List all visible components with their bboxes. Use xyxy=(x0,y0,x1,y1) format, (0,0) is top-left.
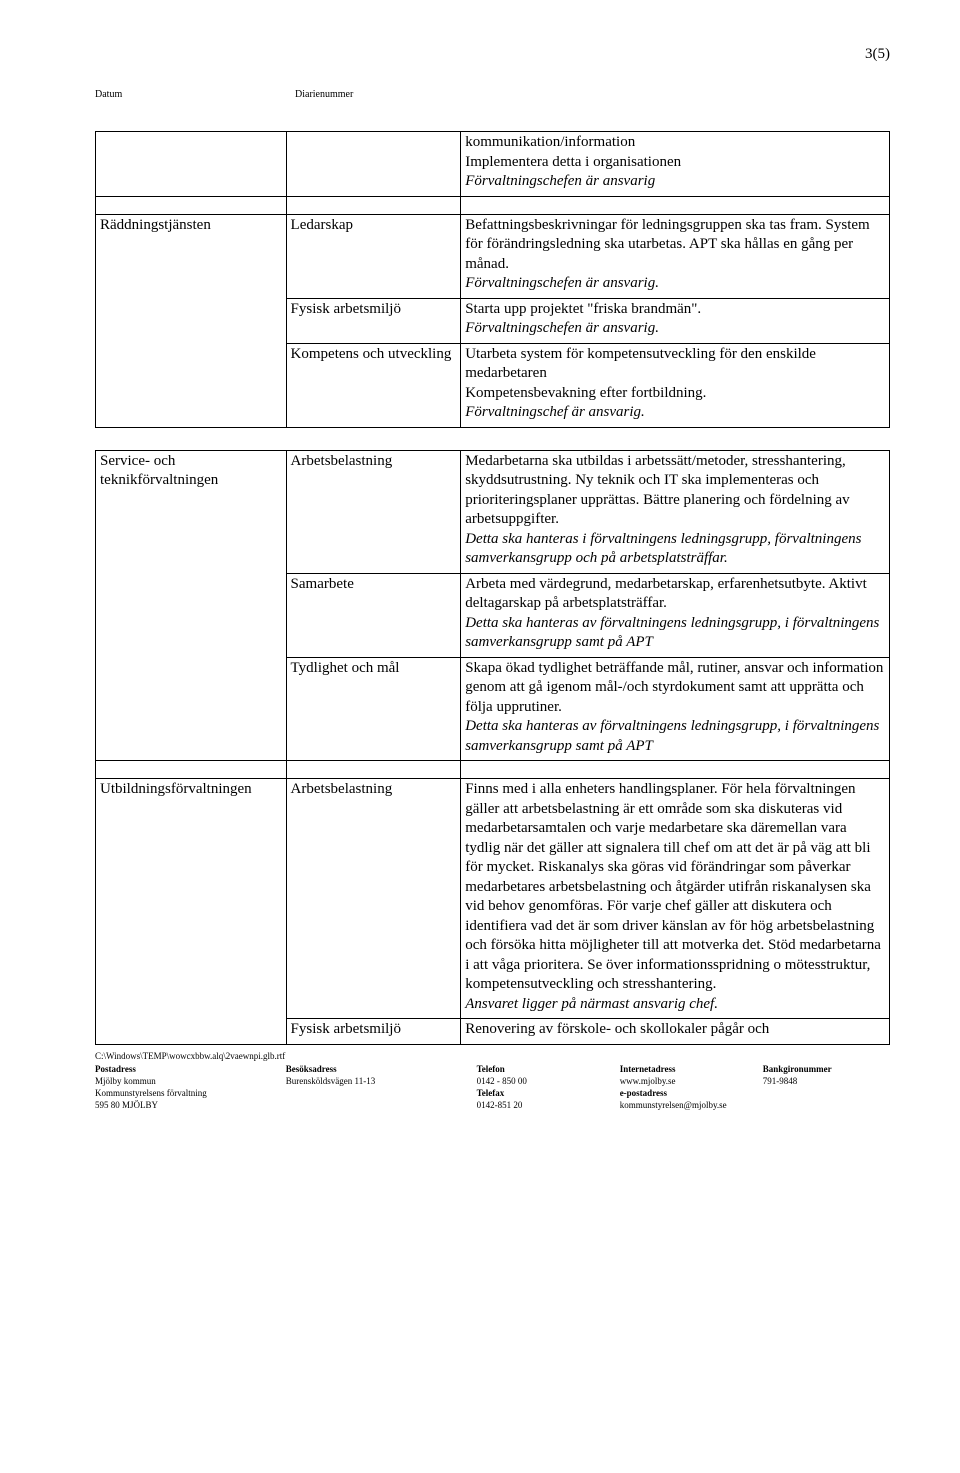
footer-r1c4: 791-9848 xyxy=(763,1076,890,1088)
footer-r2c0: Kommunstyrelsens förvaltning xyxy=(95,1088,286,1100)
page-number: 3(5) xyxy=(95,45,890,64)
footer-r2c1 xyxy=(286,1088,477,1100)
footer-r1c3: www.mjolby.se xyxy=(620,1076,763,1088)
footer-h4: Bankgironummer xyxy=(763,1064,890,1076)
footer-r1c1: Burensköldsvägen 11-13 xyxy=(286,1076,477,1088)
footer-r3c3: kommunstyrelsen@mjolby.se xyxy=(620,1100,763,1112)
row-body: Utarbeta system för kompetensutveckling … xyxy=(461,343,890,427)
row-body: Renovering av förskole- och skollokaler … xyxy=(461,1019,890,1045)
footer-h3: Internetadress xyxy=(620,1064,763,1076)
footer: C:\Windows\TEMP\wowcxbbw.alq\2vaewnpi.gl… xyxy=(95,1051,890,1111)
footer-h2: Telefon xyxy=(477,1064,620,1076)
footer-r3c1 xyxy=(286,1100,477,1112)
diarienummer-label: Diarienummer xyxy=(295,89,495,102)
footer-r3c0: 595 80 MJÖLBY xyxy=(95,1100,286,1112)
datum-label: Datum xyxy=(95,89,295,102)
table-block-2: Service- och teknikförvaltningen Arbetsb… xyxy=(95,450,890,1045)
footer-r2c2: Telefax xyxy=(477,1088,620,1100)
row-label: Fysisk arbetsmiljö xyxy=(286,298,461,343)
footer-r3c4 xyxy=(763,1100,890,1112)
intro-cell: kommunikation/information Implementera d… xyxy=(461,132,890,197)
row-label: Arbetsbelastning xyxy=(286,779,461,1019)
row-label: Arbetsbelastning xyxy=(286,450,461,573)
footer-h0: Postadress xyxy=(95,1064,286,1076)
row-body: Befattningsbeskrivningar för ledningsgru… xyxy=(461,214,890,298)
org-utbildning: Utbildningsförvaltningen xyxy=(96,779,287,1045)
footer-r1c2: 0142 - 850 00 xyxy=(477,1076,620,1088)
row-label: Ledarskap xyxy=(286,214,461,298)
row-label: Fysisk arbetsmiljö xyxy=(286,1019,461,1045)
footer-r3c2: 0142-851 20 xyxy=(477,1100,620,1112)
intro-text1: kommunikation/information xyxy=(465,134,635,150)
row-body: Skapa ökad tydlighet beträffande mål, ru… xyxy=(461,657,890,761)
row-label: Kompetens och utveckling xyxy=(286,343,461,427)
row-body: Finns med i alla enheters handlingsplane… xyxy=(461,779,890,1019)
footer-path: C:\Windows\TEMP\wowcxbbw.alq\2vaewnpi.gl… xyxy=(95,1051,890,1063)
org-service: Service- och teknikförvaltningen xyxy=(96,450,287,761)
footer-r2c3: e-postadress xyxy=(620,1088,763,1100)
intro-text3: Förvaltningschefen är ansvarig xyxy=(465,173,655,189)
footer-h1: Besöksadress xyxy=(286,1064,477,1076)
table-block-1: kommunikation/information Implementera d… xyxy=(95,131,890,428)
row-body: Starta upp projektet "friska brandmän".F… xyxy=(461,298,890,343)
row-label: Samarbete xyxy=(286,573,461,657)
row-body: Arbeta med värdegrund, medarbetarskap, e… xyxy=(461,573,890,657)
row-label: Tydlighet och mål xyxy=(286,657,461,761)
intro-text2: Implementera detta i organisationen xyxy=(465,154,681,170)
footer-r1c0: Mjölby kommun xyxy=(95,1076,286,1088)
footer-r2c4 xyxy=(763,1088,890,1100)
org-raddning: Räddningstjänsten xyxy=(96,214,287,427)
doc-header: Datum Diarienummer xyxy=(95,89,890,102)
row-body: Medarbetarna ska utbildas i arbetssätt/m… xyxy=(461,450,890,573)
